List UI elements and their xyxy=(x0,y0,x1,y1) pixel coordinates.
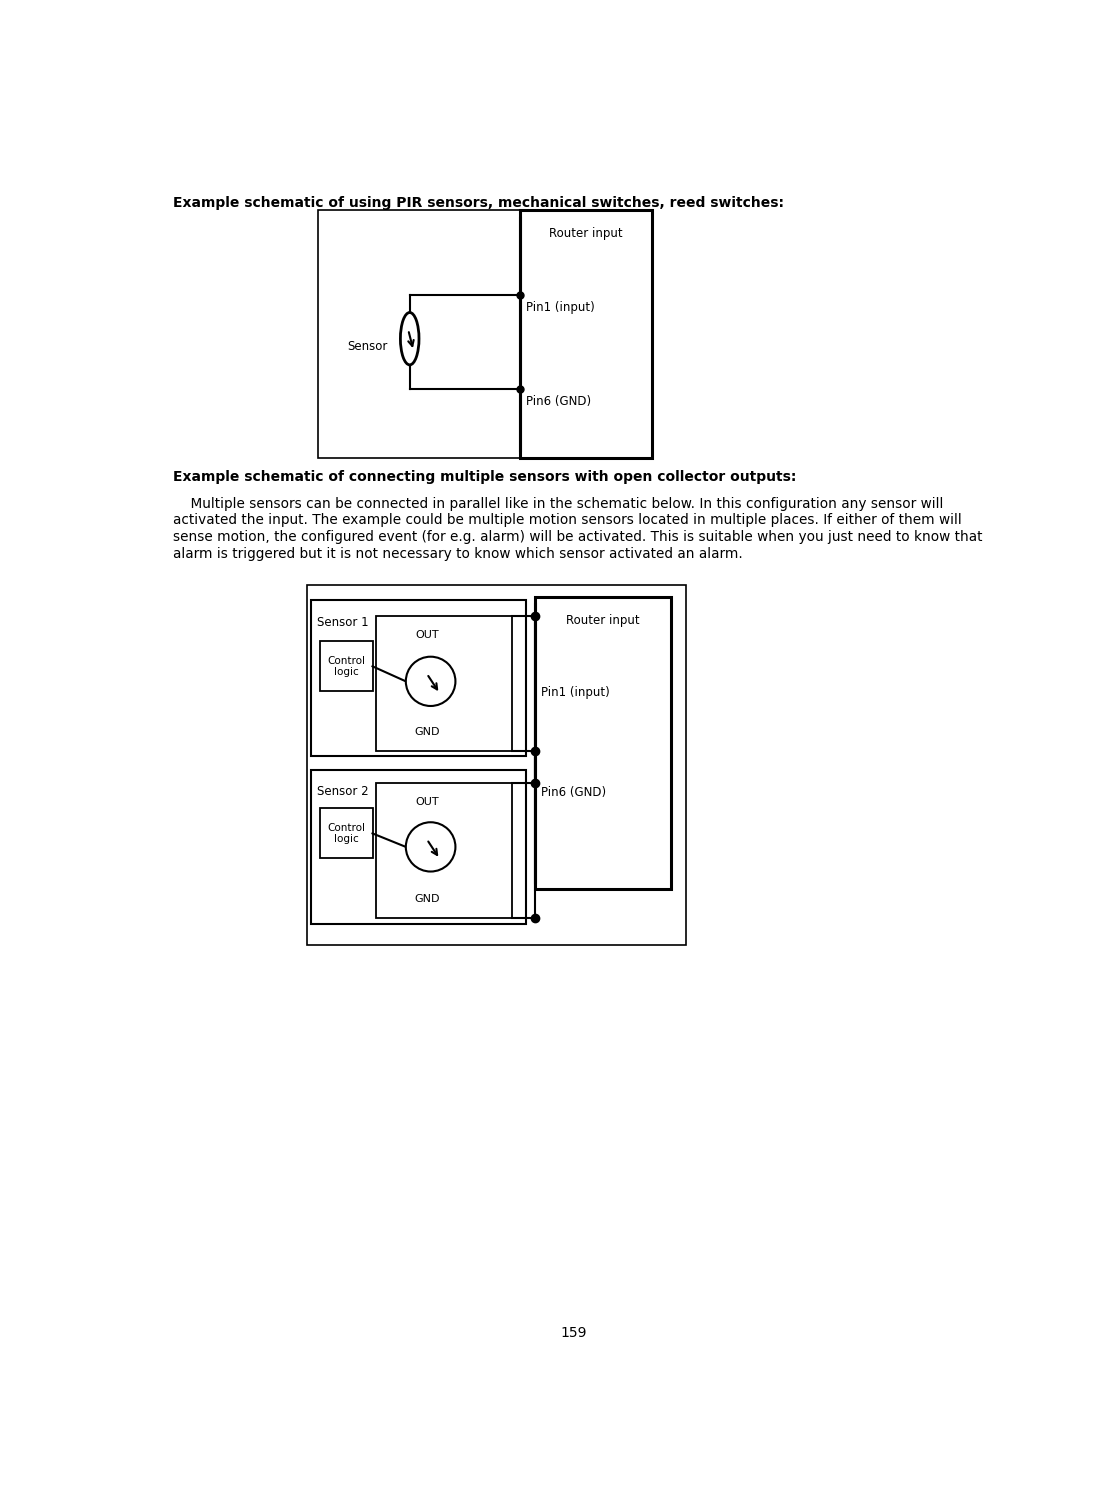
Circle shape xyxy=(405,823,456,871)
Circle shape xyxy=(405,657,456,705)
Text: OUT: OUT xyxy=(414,797,439,806)
Bar xyxy=(307,585,687,945)
Bar xyxy=(318,209,652,458)
Text: Control
logic: Control logic xyxy=(327,656,365,677)
Text: Example schematic of using PIR sensors, mechanical switches, reed switches:: Example schematic of using PIR sensors, … xyxy=(172,196,784,211)
Text: GND: GND xyxy=(414,894,439,904)
Bar xyxy=(376,616,512,750)
Bar xyxy=(310,770,526,924)
Text: sense motion, the configured event (for e.g. alarm) will be activated. This is s: sense motion, the configured event (for … xyxy=(172,530,982,544)
Text: activated the input. The example could be multiple motion sensors located in mul: activated the input. The example could b… xyxy=(172,514,961,527)
Text: Router input: Router input xyxy=(567,613,640,627)
Bar xyxy=(310,600,526,757)
Bar xyxy=(320,642,373,692)
Text: Multiple sensors can be connected in parallel like in the schematic below. In th: Multiple sensors can be connected in par… xyxy=(172,496,943,511)
Text: Sensor 2: Sensor 2 xyxy=(317,785,368,799)
Text: Pin6 (GND): Pin6 (GND) xyxy=(541,787,607,799)
Text: Control
logic: Control logic xyxy=(327,823,365,844)
Text: Pin1 (input): Pin1 (input) xyxy=(526,301,595,313)
Bar xyxy=(535,597,671,889)
Text: Pin1 (input): Pin1 (input) xyxy=(541,686,610,699)
Text: OUT: OUT xyxy=(414,630,439,640)
Ellipse shape xyxy=(401,312,419,365)
Text: 159: 159 xyxy=(561,1326,587,1340)
Text: GND: GND xyxy=(414,726,439,737)
Bar xyxy=(320,808,373,859)
Text: Sensor 1: Sensor 1 xyxy=(317,616,368,628)
Text: Router input: Router input xyxy=(549,228,623,240)
Text: Sensor: Sensor xyxy=(347,341,388,353)
Text: alarm is triggered but it is not necessary to know which sensor activated an ala: alarm is triggered but it is not necessa… xyxy=(172,547,743,562)
Text: Pin6 (GND): Pin6 (GND) xyxy=(526,395,591,408)
Bar xyxy=(376,784,512,918)
Bar xyxy=(520,209,652,458)
Text: Example schematic of connecting multiple sensors with open collector outputs:: Example schematic of connecting multiple… xyxy=(172,470,796,484)
